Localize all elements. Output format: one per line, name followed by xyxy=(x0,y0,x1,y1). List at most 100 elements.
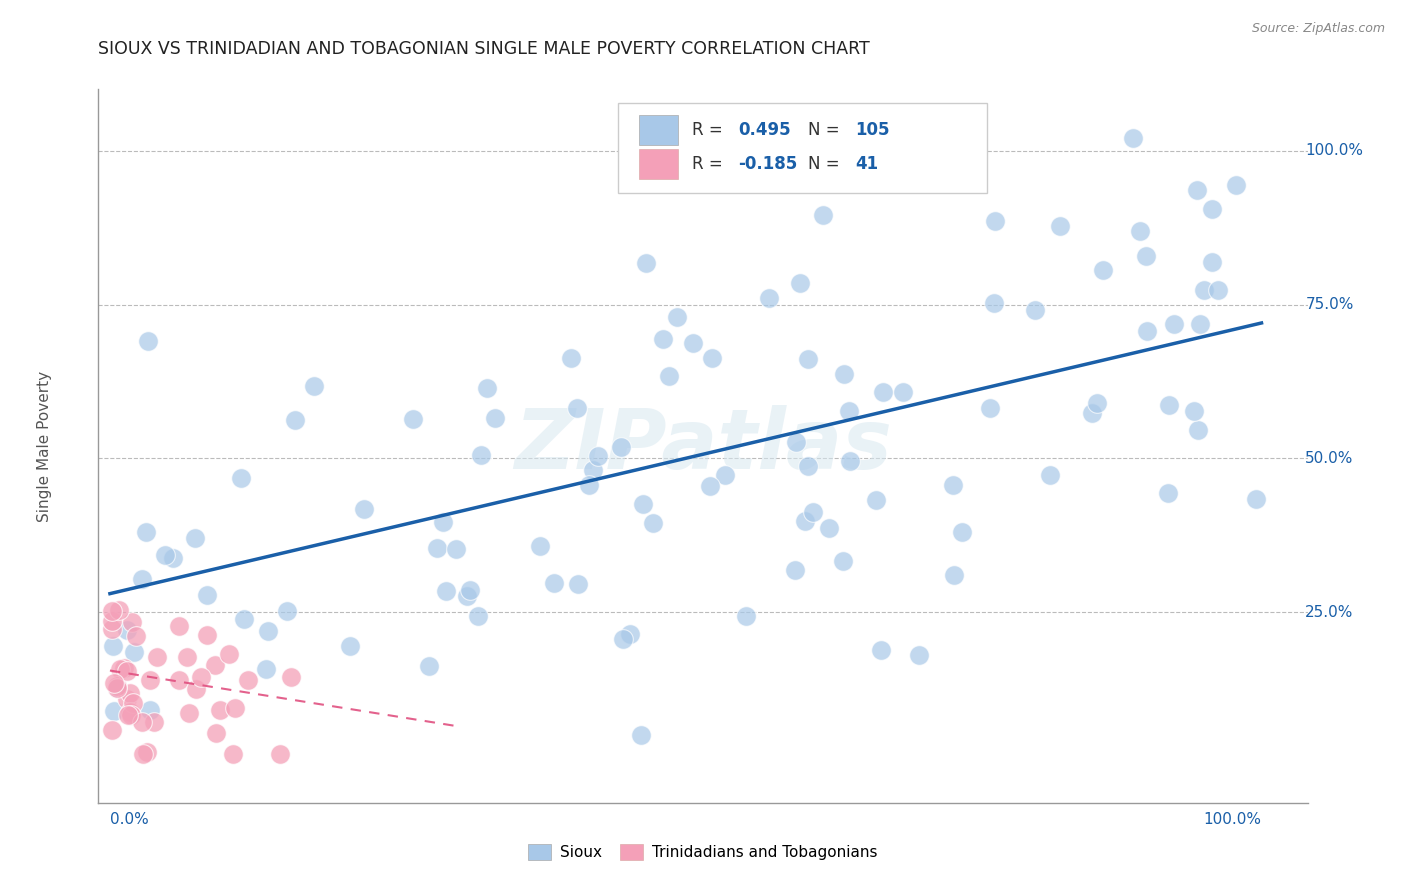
Point xyxy=(641,516,664,530)
Text: 41: 41 xyxy=(855,155,879,173)
Point xyxy=(195,588,218,602)
Point xyxy=(801,506,824,520)
Point xyxy=(1157,486,1180,500)
Point xyxy=(612,632,634,646)
Point xyxy=(121,615,143,629)
Point xyxy=(208,703,231,717)
Point xyxy=(222,747,245,761)
Point xyxy=(870,643,893,657)
Bar xyxy=(638,149,678,179)
Text: 0.495: 0.495 xyxy=(738,121,790,139)
Point xyxy=(578,477,600,491)
Point xyxy=(434,584,457,599)
Point xyxy=(950,525,973,540)
Point xyxy=(122,645,145,659)
Point xyxy=(186,681,208,696)
Point xyxy=(257,624,280,639)
Point xyxy=(1188,317,1211,331)
Point xyxy=(107,681,129,695)
Point xyxy=(432,515,454,529)
Point xyxy=(280,670,302,684)
Point xyxy=(125,629,148,643)
Point xyxy=(789,276,811,290)
Point xyxy=(475,381,498,395)
Point xyxy=(1194,283,1216,297)
Point xyxy=(813,208,835,222)
Point xyxy=(269,747,291,761)
Point xyxy=(402,412,425,426)
Point xyxy=(1092,262,1115,277)
Point xyxy=(1163,317,1185,331)
Point xyxy=(112,661,135,675)
Point xyxy=(793,514,815,528)
Text: 0.0%: 0.0% xyxy=(110,812,149,827)
Point xyxy=(1085,396,1108,410)
Point xyxy=(797,458,820,473)
Point xyxy=(1201,254,1223,268)
Point xyxy=(543,575,565,590)
Text: 100.0%: 100.0% xyxy=(1305,144,1364,158)
Point xyxy=(872,384,894,399)
Point xyxy=(167,619,190,633)
Point xyxy=(121,696,143,710)
Point xyxy=(218,647,240,661)
Point xyxy=(205,725,228,739)
Point xyxy=(118,686,141,700)
Point xyxy=(796,351,818,366)
Point xyxy=(666,310,689,324)
Point xyxy=(458,582,481,597)
Point xyxy=(276,604,298,618)
Point xyxy=(131,714,153,729)
Point xyxy=(101,723,124,738)
Point xyxy=(891,385,914,400)
Point xyxy=(682,336,704,351)
Point xyxy=(658,369,681,384)
Point xyxy=(832,367,855,381)
Point xyxy=(713,468,735,483)
Point xyxy=(162,551,184,566)
Point xyxy=(630,728,652,742)
Point xyxy=(177,706,200,721)
Point xyxy=(582,463,605,477)
Point xyxy=(619,627,641,641)
Point xyxy=(115,623,138,637)
Point xyxy=(1187,183,1209,197)
Point xyxy=(136,745,159,759)
Point xyxy=(1187,423,1209,437)
Point xyxy=(633,497,655,511)
Text: Source: ZipAtlas.com: Source: ZipAtlas.com xyxy=(1251,22,1385,36)
Point xyxy=(785,434,807,449)
Point xyxy=(839,454,862,468)
Text: R =: R = xyxy=(692,121,728,139)
Point xyxy=(1135,248,1157,262)
Point xyxy=(1129,224,1152,238)
Point xyxy=(1244,491,1267,506)
Point xyxy=(229,471,252,485)
Point xyxy=(120,707,142,722)
Point xyxy=(470,448,492,462)
Point xyxy=(238,673,260,687)
Point xyxy=(176,649,198,664)
Text: ZIPatlas: ZIPatlas xyxy=(515,406,891,486)
Point xyxy=(108,603,131,617)
Point xyxy=(139,702,162,716)
Point xyxy=(117,708,139,723)
Point xyxy=(1201,202,1223,217)
Point xyxy=(758,291,780,305)
Point xyxy=(444,541,467,556)
Point xyxy=(467,609,489,624)
Point xyxy=(942,478,965,492)
Point xyxy=(155,548,177,562)
Point xyxy=(101,639,124,653)
Point xyxy=(105,679,128,693)
Text: SIOUX VS TRINIDADIAN AND TOBAGONIAN SINGLE MALE POVERTY CORRELATION CHART: SIOUX VS TRINIDADIAN AND TOBAGONIAN SING… xyxy=(98,40,870,58)
Point xyxy=(426,541,449,555)
Point xyxy=(339,639,361,653)
Point xyxy=(1182,404,1205,418)
Point xyxy=(1159,398,1181,412)
Point xyxy=(702,351,724,366)
Point xyxy=(232,612,254,626)
Point xyxy=(224,700,246,714)
Point xyxy=(146,649,169,664)
Point xyxy=(865,492,887,507)
